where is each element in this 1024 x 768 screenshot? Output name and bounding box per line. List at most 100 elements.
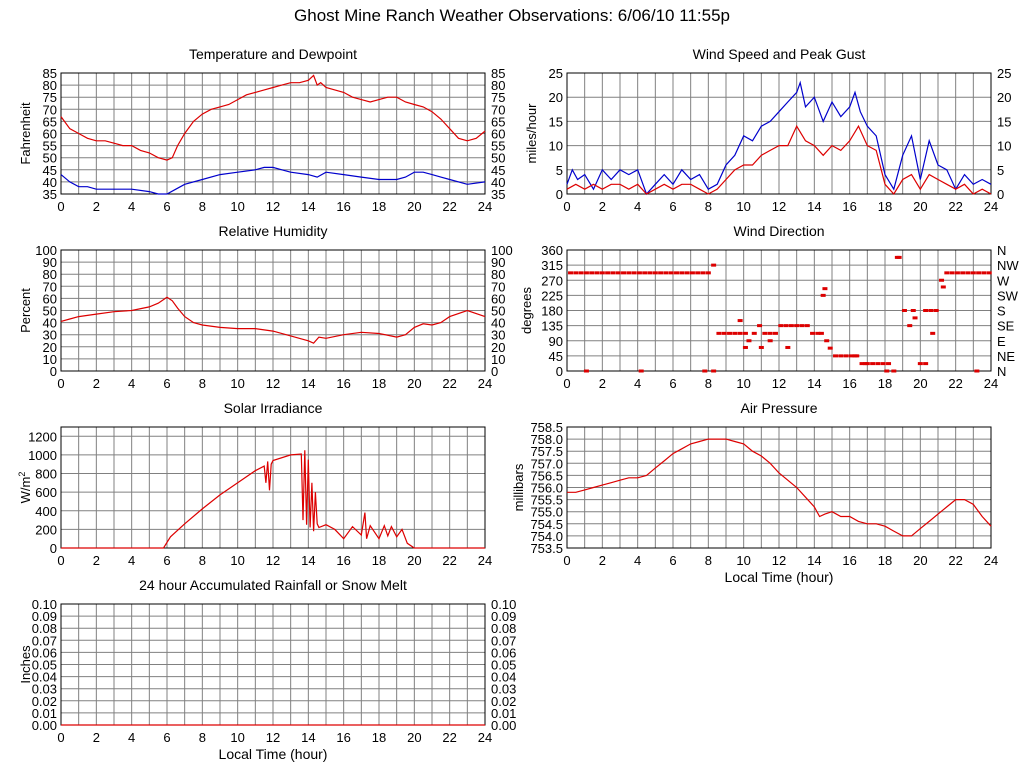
y-tick-label: 754.5 <box>530 517 563 532</box>
chart-title: 24 hour Accumulated Rainfall or Snow Mel… <box>139 577 407 593</box>
data-point <box>933 309 939 312</box>
y-tick-label-right: 70 <box>491 102 505 117</box>
x-axis-label: Local Time (hour) <box>725 569 834 585</box>
x-axis-label: Local Time (hour) <box>219 746 328 762</box>
y-tick-label-right: 0.06 <box>491 645 516 660</box>
chart-title: Wind Speed and Peak Gust <box>693 46 866 62</box>
y-tick-label: 10 <box>43 352 57 367</box>
y-tick-label-right: SE <box>997 319 1015 334</box>
y-tick-label-right: 30 <box>491 328 505 343</box>
y-tick-label-right: 0.04 <box>491 670 516 685</box>
x-tick-label: 16 <box>336 730 350 745</box>
y-tick-label: 40 <box>43 175 57 190</box>
data-point <box>827 346 833 350</box>
x-tick-label: 24 <box>478 553 492 568</box>
data-point <box>742 331 748 335</box>
x-tick-label: 20 <box>407 553 421 568</box>
x-tick-label: 20 <box>913 376 927 391</box>
y-tick-label: 756.5 <box>530 468 563 483</box>
data-point <box>970 271 976 275</box>
x-tick-label: 18 <box>372 553 386 568</box>
data-point <box>599 271 605 275</box>
y-axis-label: millibars <box>511 463 526 511</box>
data-point <box>658 271 664 275</box>
data-point <box>767 339 773 343</box>
x-tick-label: 8 <box>199 376 206 391</box>
x-tick-label: 16 <box>842 199 856 214</box>
y-tick-label: 0.01 <box>32 706 57 721</box>
y-tick-label: 1200 <box>28 429 57 444</box>
y-tick-label: 757.0 <box>530 456 563 471</box>
y-tick-label: 0 <box>556 187 563 202</box>
data-point <box>949 271 955 275</box>
series-line-0 <box>567 438 992 537</box>
x-tick-label: 22 <box>948 553 962 568</box>
data-point <box>742 345 748 349</box>
data-point <box>824 339 830 343</box>
data-point <box>583 271 589 275</box>
y-tick-label-right: 0 <box>491 364 498 379</box>
data-point <box>638 369 644 373</box>
x-tick-label: 2 <box>599 553 606 568</box>
y-tick-label-right: 45 <box>491 163 505 178</box>
y-tick-label-right: 100 <box>491 243 513 258</box>
data-point <box>605 271 611 275</box>
y-tick-label-right: 75 <box>491 90 505 105</box>
x-tick-label: 2 <box>599 376 606 391</box>
data-point <box>642 271 648 275</box>
data-point <box>568 271 574 275</box>
data-point <box>794 324 800 328</box>
data-point <box>923 362 929 366</box>
data-point <box>636 271 642 275</box>
x-tick-label: 2 <box>93 730 100 745</box>
y-tick-label-right: 20 <box>997 90 1011 105</box>
y-tick-label: 80 <box>43 267 57 282</box>
y-tick-label-right: S <box>997 304 1006 319</box>
y-tick-label-right: 60 <box>491 291 505 306</box>
data-point <box>880 362 886 366</box>
y-tick-label: 755.0 <box>530 505 563 520</box>
y-tick-label-right: 0.09 <box>491 609 516 624</box>
data-point <box>578 271 584 275</box>
y-tick-label-right: SW <box>997 288 1019 303</box>
y-tick-label: 10 <box>549 139 563 154</box>
x-tick-label: 24 <box>984 376 998 391</box>
data-point <box>721 331 727 335</box>
plot-frame <box>60 72 486 195</box>
x-tick-label: 0 <box>57 376 64 391</box>
data-point <box>711 369 717 373</box>
x-tick-label: 18 <box>372 376 386 391</box>
y-tick-label: 315 <box>541 258 563 273</box>
x-tick-label: 22 <box>442 730 456 745</box>
y-tick-label: 0.00 <box>32 718 57 733</box>
data-point <box>757 324 763 328</box>
data-point <box>810 331 816 335</box>
data-point <box>910 309 916 312</box>
y-tick-label: 1000 <box>28 448 57 463</box>
y-tick-label-right: NE <box>997 349 1015 364</box>
series-line-0 <box>60 296 486 344</box>
y-tick-label: 75 <box>43 90 57 105</box>
y-axis-label: miles/hour <box>524 103 539 164</box>
y-tick-label: 40 <box>43 316 57 331</box>
y-tick-label: 135 <box>541 319 563 334</box>
x-tick-label: 22 <box>442 376 456 391</box>
x-tick-label: 20 <box>913 553 927 568</box>
y-tick-label-right: 10 <box>997 139 1011 154</box>
data-point <box>838 354 844 358</box>
data-point <box>940 285 946 289</box>
plot-frame <box>566 72 992 195</box>
data-point <box>767 331 773 335</box>
data-point <box>923 309 929 312</box>
y-tick-label: 0.10 <box>32 597 57 612</box>
y-tick-label: 0.09 <box>32 609 57 624</box>
y-tick-label: 45 <box>549 349 563 364</box>
data-point <box>788 324 794 328</box>
y-tick-label: 5 <box>556 163 563 178</box>
data-point <box>974 369 980 373</box>
x-tick-label: 0 <box>57 553 64 568</box>
